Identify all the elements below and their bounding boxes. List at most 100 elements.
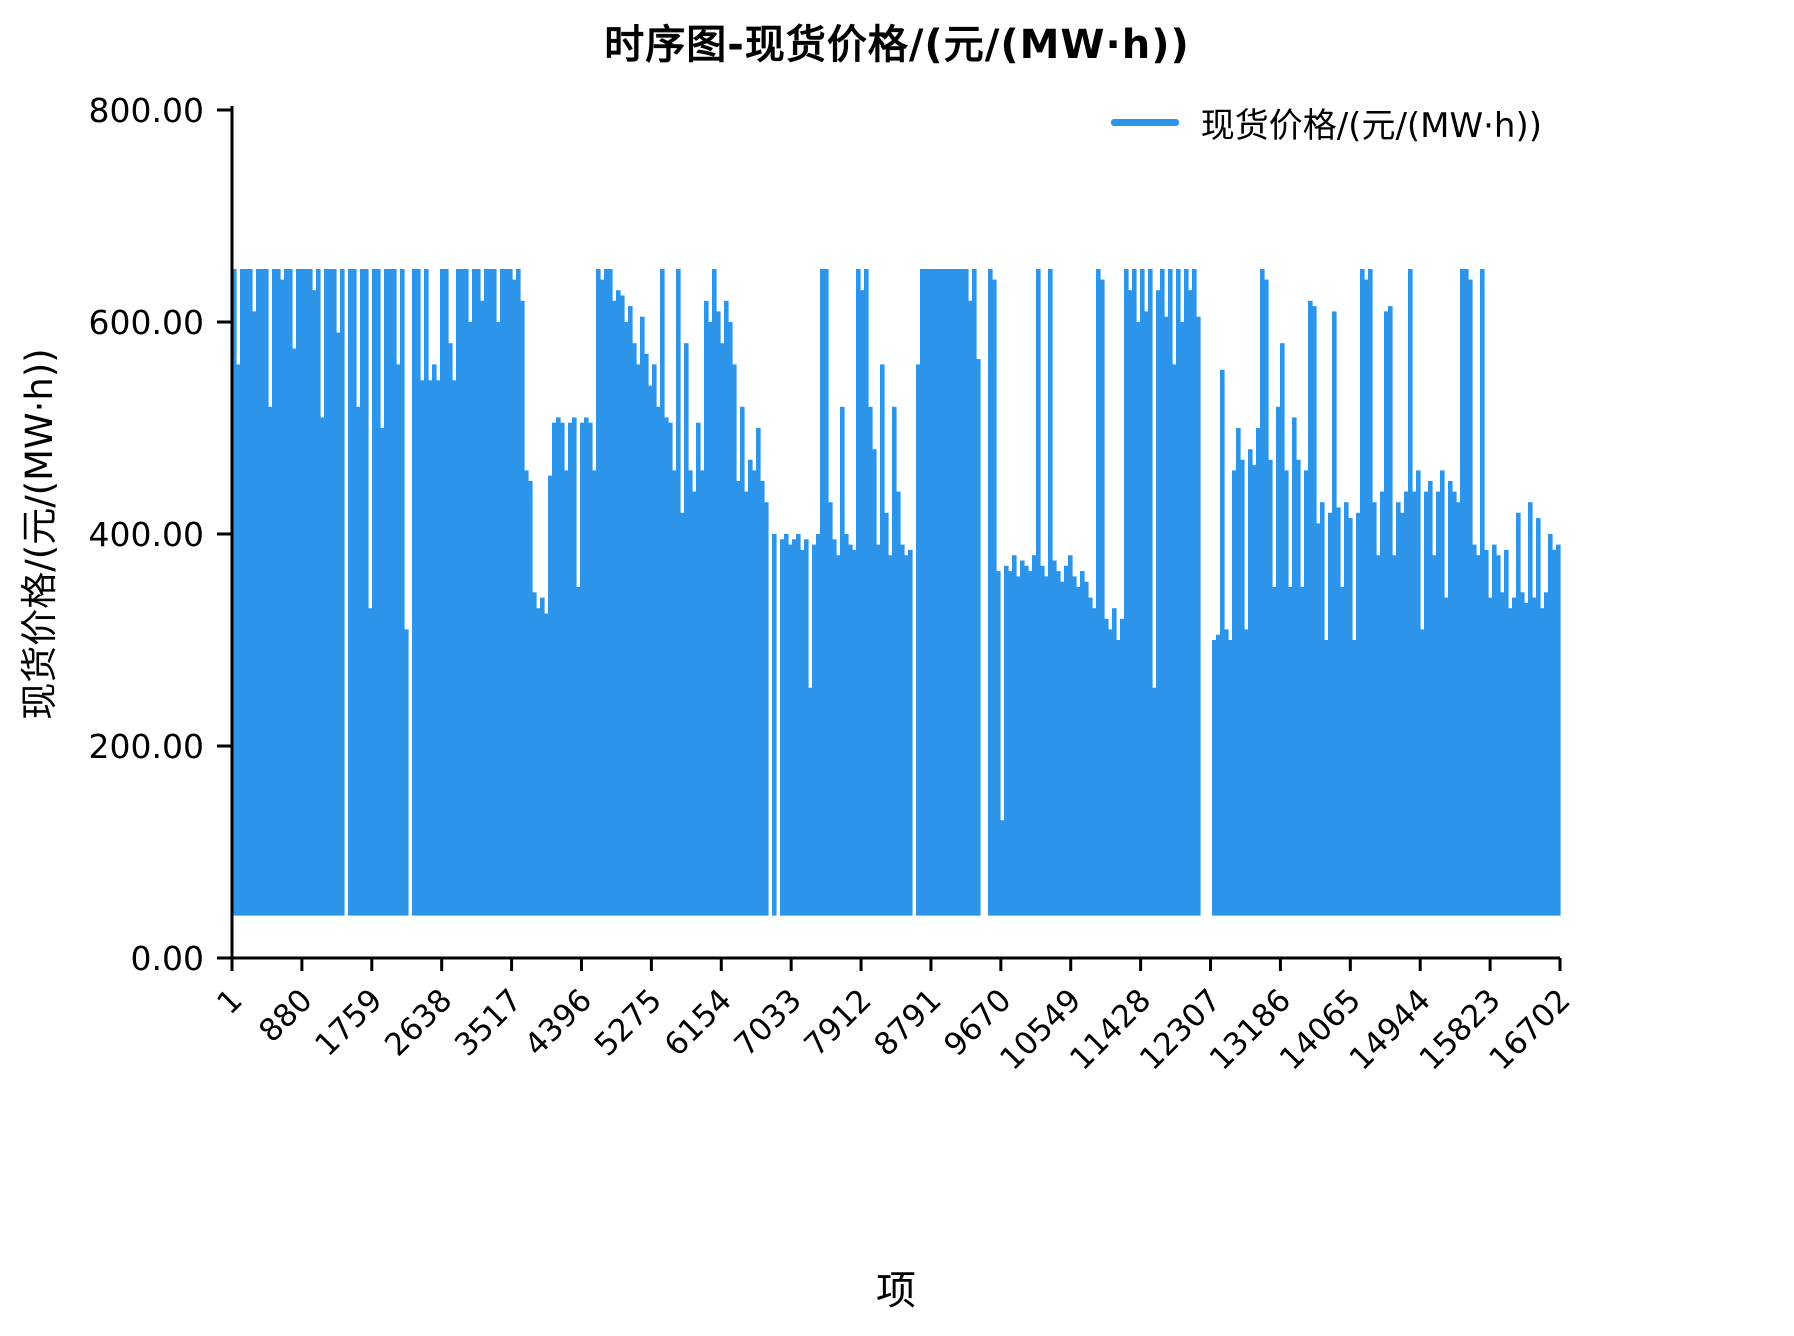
price-column — [1104, 618, 1109, 916]
price-column — [1080, 571, 1085, 916]
price-column — [1232, 470, 1237, 916]
price-column — [896, 491, 901, 916]
price-column — [1012, 555, 1017, 916]
price-column — [1288, 587, 1293, 916]
price-column — [540, 597, 545, 916]
price-column — [784, 534, 789, 916]
price-column — [672, 470, 677, 916]
price-column — [1048, 269, 1053, 916]
price-column — [604, 269, 609, 916]
price-column — [376, 269, 381, 916]
price-column — [852, 549, 857, 916]
price-column — [1368, 269, 1373, 916]
price-column — [1492, 544, 1497, 916]
price-column — [1436, 491, 1441, 916]
price-column — [1224, 629, 1229, 916]
price-column — [444, 269, 449, 916]
price-column — [392, 269, 397, 916]
price-column — [1432, 555, 1437, 916]
price-column — [688, 470, 693, 916]
price-column — [568, 422, 573, 916]
price-column — [320, 417, 325, 916]
price-column — [1328, 512, 1333, 916]
price-column — [1332, 311, 1337, 916]
price-column — [1552, 549, 1557, 916]
price-column — [656, 406, 661, 916]
price-column — [1540, 608, 1545, 916]
price-column — [244, 269, 249, 916]
price-column — [1132, 269, 1137, 916]
price-column — [1528, 502, 1533, 916]
price-column — [1300, 587, 1305, 916]
price-column — [576, 587, 581, 916]
price-column — [456, 269, 461, 916]
price-column — [1296, 459, 1301, 916]
y-tick-label: 0.00 — [131, 939, 204, 978]
price-column — [676, 269, 681, 916]
price-column — [1316, 523, 1321, 916]
price-column — [1428, 481, 1433, 916]
price-column — [1160, 269, 1165, 916]
price-column — [748, 459, 753, 916]
price-column — [1284, 470, 1289, 916]
price-column — [1044, 576, 1049, 916]
price-column — [1556, 544, 1561, 916]
price-column — [1124, 269, 1129, 916]
price-column — [452, 380, 457, 916]
price-column — [1192, 269, 1197, 916]
price-column — [1376, 555, 1381, 916]
price-column — [1508, 608, 1513, 916]
price-column — [1276, 406, 1281, 916]
price-column — [1412, 491, 1417, 916]
x-tick-label: 1 — [210, 982, 249, 1021]
price-column — [1544, 592, 1549, 916]
price-column — [728, 322, 733, 916]
price-column — [1236, 428, 1241, 916]
price-column — [924, 269, 929, 916]
price-column — [1352, 640, 1357, 916]
price-column — [1140, 269, 1145, 916]
price-column — [1036, 269, 1041, 916]
price-column — [1448, 481, 1453, 916]
price-column — [716, 311, 721, 916]
price-column — [864, 269, 869, 916]
price-column — [752, 470, 757, 916]
price-column — [900, 544, 905, 916]
price-column — [1500, 592, 1505, 916]
price-column — [356, 406, 361, 916]
price-column — [1372, 502, 1377, 916]
price-column — [516, 269, 521, 916]
price-column — [800, 549, 805, 916]
price-column — [1420, 629, 1425, 916]
price-column — [440, 269, 445, 916]
price-column — [340, 269, 345, 916]
price-column — [796, 534, 801, 916]
price-column — [1020, 560, 1025, 916]
price-column — [760, 481, 765, 916]
price-column — [948, 269, 953, 916]
price-column — [940, 269, 945, 916]
price-column — [976, 359, 981, 916]
price-column — [892, 406, 897, 916]
price-column — [400, 269, 405, 916]
price-column — [820, 269, 825, 916]
y-tick-label: 600.00 — [89, 303, 204, 342]
y-tick-label: 800.00 — [89, 91, 204, 130]
price-column — [264, 269, 269, 916]
price-column — [772, 534, 777, 916]
price-column — [812, 544, 817, 916]
price-column — [560, 422, 565, 916]
price-column — [424, 269, 429, 916]
price-column — [1100, 279, 1105, 916]
price-column — [616, 290, 621, 916]
price-column — [348, 269, 353, 916]
price-column — [328, 269, 333, 916]
price-column — [572, 417, 577, 916]
price-column — [492, 269, 497, 916]
price-column — [292, 348, 297, 916]
legend: 现货价格/(元/(MW·h)) — [1110, 98, 1542, 147]
price-column — [1148, 269, 1153, 916]
price-column — [1272, 587, 1277, 916]
price-column — [504, 269, 509, 916]
